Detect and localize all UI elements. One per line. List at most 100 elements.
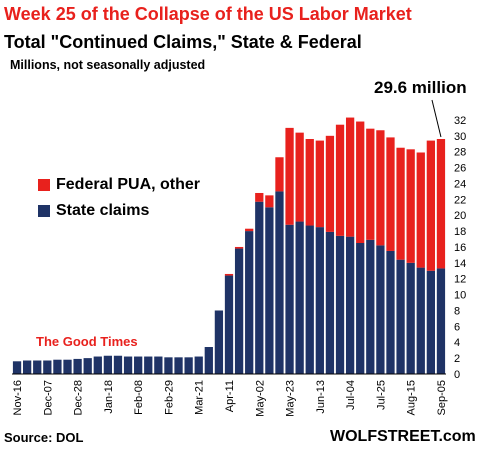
x-tick-label: Jul-04: [345, 380, 357, 410]
source-label: Source: DOL: [4, 430, 84, 445]
y-tick-label: 22: [454, 194, 466, 206]
latest-value-callout: 29.6 million: [374, 78, 467, 97]
bar-federal: [275, 157, 284, 192]
bar-federal: [325, 135, 335, 232]
bar-state: [305, 225, 314, 374]
bar-state: [134, 356, 143, 374]
bar-state: [63, 359, 72, 374]
bar-state: [255, 201, 264, 374]
bar-federal: [366, 128, 375, 240]
bar-federal: [255, 192, 264, 202]
bar-federal: [386, 137, 395, 251]
legend-swatch-federal: [38, 179, 50, 191]
bar-state: [103, 355, 113, 374]
bar-state: [275, 191, 284, 374]
bar-state: [164, 357, 173, 374]
x-tick-label: Jul-25: [375, 380, 387, 410]
bar-state: [315, 227, 324, 374]
x-tick-label: Sep-05: [436, 380, 448, 415]
bar-federal: [305, 138, 314, 226]
bar-federal: [224, 273, 234, 276]
bar-state: [436, 268, 446, 374]
y-tick-label: 6: [454, 321, 460, 333]
bar-federal: [265, 195, 274, 208]
bar-federal: [234, 246, 244, 249]
y-tick-label: 4: [454, 337, 460, 349]
bar-state: [325, 231, 335, 374]
x-tick-label: Feb-08: [133, 380, 145, 415]
bar-state: [356, 243, 365, 374]
bar-federal: [335, 124, 345, 236]
x-tick-label: Aug-15: [406, 380, 418, 415]
chart-subtitle: Total "Continued Claims," State & Federa…: [4, 32, 362, 52]
bar-state: [376, 245, 385, 374]
bar-state: [83, 358, 92, 374]
bar-federal: [426, 140, 435, 271]
legend-label-state: State claims: [56, 202, 150, 219]
bar-federal: [406, 149, 415, 263]
y-tick-label: 8: [454, 305, 460, 317]
x-tick-label: Apr-11: [224, 380, 236, 412]
bar-state: [93, 356, 102, 374]
x-tick-label: Dec-07: [42, 380, 54, 415]
bar-federal: [396, 147, 405, 260]
bar-state: [23, 360, 32, 374]
y-tick-label: 32: [454, 115, 466, 127]
y-tick-label: 0: [454, 369, 460, 381]
bar-federal: [345, 117, 355, 237]
callout-pointer: [431, 99, 442, 138]
bar-state: [184, 357, 193, 374]
bar-state: [43, 360, 52, 374]
bar-state: [345, 236, 355, 374]
y-tick-label: 18: [454, 226, 466, 238]
x-tick-label: Nov-16: [12, 380, 24, 415]
y-tick-label: 2: [454, 353, 460, 365]
x-tick-label: Jan-18: [103, 380, 115, 414]
bar-state: [335, 235, 345, 374]
bar-state: [12, 361, 22, 374]
bar-state: [265, 207, 274, 374]
bar-state: [73, 358, 82, 374]
bar-federal: [416, 152, 425, 268]
y-tick-label: 16: [454, 242, 466, 254]
x-tick-label: Mar-21: [194, 380, 206, 415]
bar-state: [295, 221, 304, 374]
y-tick-label: 10: [454, 290, 466, 302]
x-tick-label: May-02: [254, 380, 266, 417]
bar-federal: [376, 130, 385, 246]
legend-item-federal: Federal PUA, other: [38, 172, 200, 198]
bar-state: [416, 267, 425, 374]
bar-state: [396, 259, 405, 374]
x-tick-label: May-23: [285, 380, 297, 417]
y-tick-label: 14: [454, 258, 466, 270]
chart-title: Week 25 of the Collapse of the US Labor …: [4, 4, 412, 24]
good-times-annotation: The Good Times: [36, 334, 138, 349]
bar-state: [234, 248, 244, 374]
bar-state: [113, 355, 123, 374]
y-tick-label: 28: [454, 147, 466, 159]
bar-state: [406, 262, 415, 374]
legend-item-state: State claims: [38, 198, 200, 224]
bar-federal: [356, 121, 365, 243]
bar-state: [204, 347, 213, 374]
units-label: Millions, not seasonally adjusted: [10, 58, 206, 72]
legend-label-federal: Federal PUA, other: [56, 176, 201, 193]
brand-label: WOLFSTREET.com: [330, 428, 476, 445]
bar-state: [366, 239, 375, 374]
bar-state: [285, 224, 294, 374]
bar-state: [386, 250, 395, 374]
bar-federal: [245, 228, 254, 232]
bar-state: [174, 357, 183, 374]
x-tick-label: Jun-13: [315, 380, 327, 414]
x-tick-label: Feb-29: [163, 380, 175, 415]
y-tick-label: 30: [454, 131, 466, 143]
legend-swatch-state: [38, 205, 50, 217]
bar-federal: [315, 140, 324, 228]
bar-state: [144, 356, 153, 374]
y-tick-label: 24: [454, 178, 466, 190]
bar-state: [123, 356, 133, 374]
bar-state: [245, 231, 254, 374]
x-tick-label: Dec-28: [73, 380, 85, 415]
bar-state: [33, 360, 42, 374]
